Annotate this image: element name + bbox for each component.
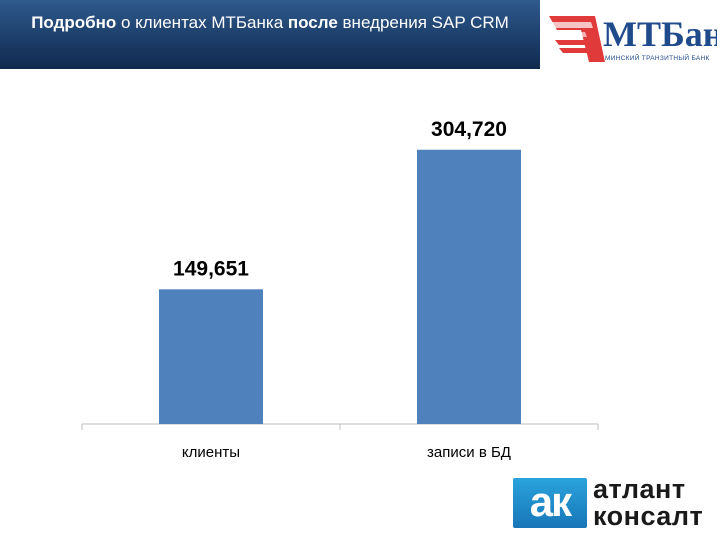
atlant-consult-name: атлант консалт <box>593 476 703 530</box>
title-bold-1: Подробно <box>31 13 117 32</box>
mtbank-wing-icon <box>547 16 605 62</box>
title-text-2: внедрения SAP CRM <box>337 13 509 32</box>
data-label-2: 304,720 <box>431 118 507 141</box>
bar-1 <box>159 289 263 424</box>
mtbank-logo: МТБанк МИНСКИЙ ТРАНЗИТНЫЙ БАНК <box>547 14 717 62</box>
atlant-consult-line-2: консалт <box>593 501 704 531</box>
category-labels: клиенты записи в БД <box>182 444 511 461</box>
category-label-2: записи в БД <box>427 444 511 461</box>
mtbank-name: МТБанк <box>603 14 717 54</box>
slide-title: Подробно о клиентах МТБанка после внедре… <box>0 0 540 69</box>
category-label-1: клиенты <box>182 444 240 461</box>
title-bold-2: после <box>287 13 338 32</box>
bar-series <box>159 149 521 424</box>
data-label-1: 149,651 <box>173 257 249 280</box>
atlant-consult-line-1: атлант <box>593 474 686 504</box>
title-text-1: о клиентах МТБанка <box>116 13 288 32</box>
bar-2 <box>417 149 521 424</box>
mtbank-subtitle: МИНСКИЙ ТРАНЗИТНЫЙ БАНК <box>605 53 710 62</box>
x-axis-ticks <box>81 424 599 430</box>
data-labels: 149,651 304,720 <box>173 118 507 281</box>
atlant-consult-logo: ак атлант консалт <box>513 476 713 532</box>
atlant-consult-mark: ак <box>513 478 587 528</box>
